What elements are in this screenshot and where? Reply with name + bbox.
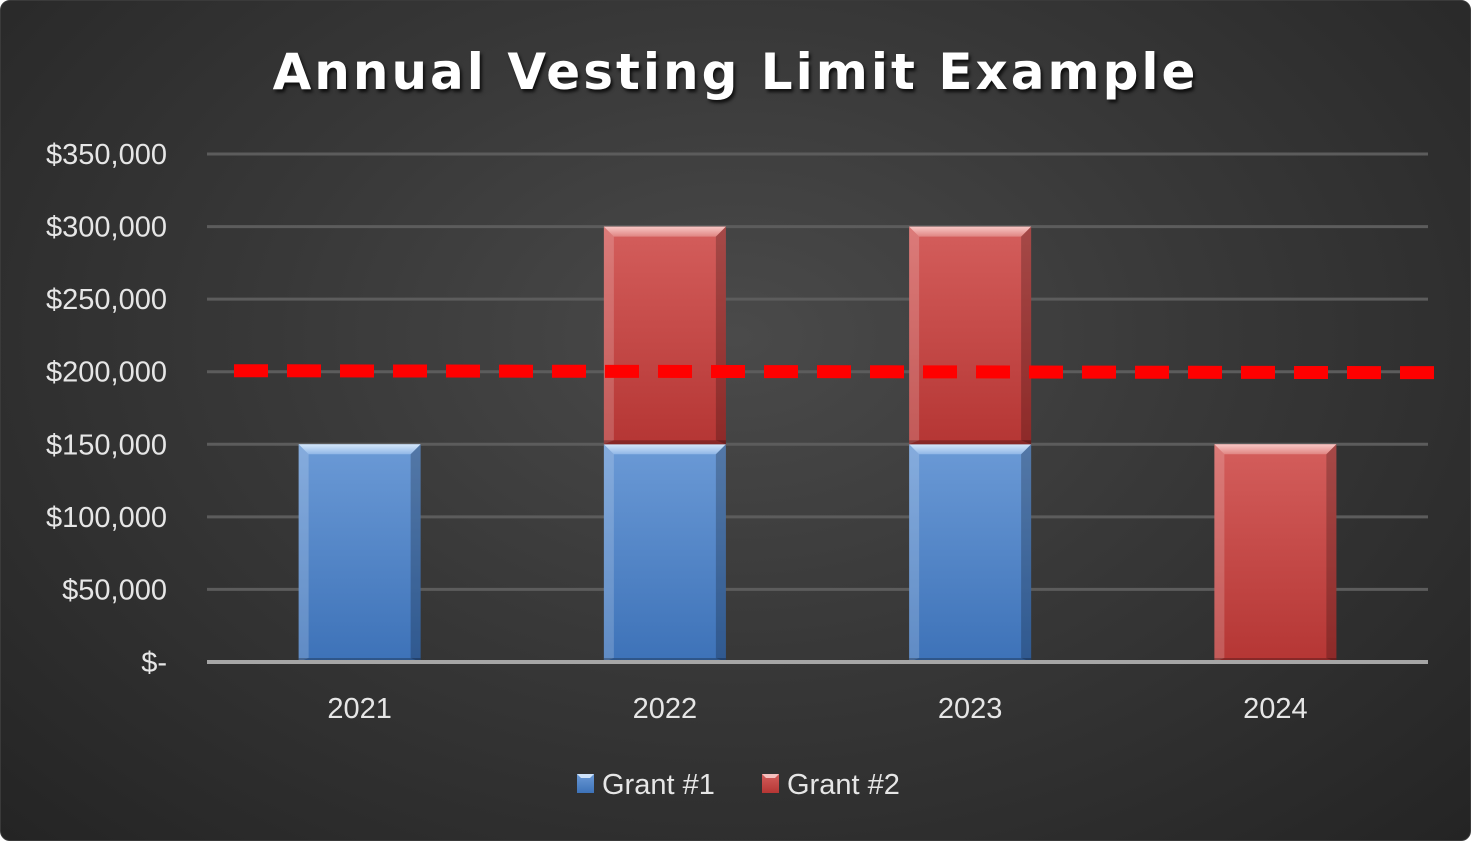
- x-tick-label: 2024: [1243, 693, 1308, 725]
- legend-item-grant-1: Grant #1: [577, 769, 715, 801]
- y-tick-label: $50,000: [62, 574, 167, 606]
- x-tick-label: 2021: [327, 693, 392, 725]
- bar-grant-2-2024: [1214, 444, 1337, 662]
- y-tick-label: $100,000: [46, 502, 167, 534]
- x-tick-label: 2022: [633, 693, 698, 725]
- y-tick-label: $150,000: [46, 429, 167, 461]
- bar-grant-1-2023: [909, 444, 1032, 662]
- vesting-limit-line: [233, 364, 1454, 380]
- legend-swatch: [762, 774, 779, 793]
- legend-item-grant-2: Grant #2: [762, 769, 900, 801]
- bar-grant-1-2022: [603, 444, 726, 662]
- legend-swatch: [577, 774, 594, 793]
- y-tick-label: $250,000: [46, 284, 167, 316]
- y-tick-label: $350,000: [46, 139, 167, 171]
- bar-grant-1-2021: [298, 444, 421, 662]
- y-tick-label: $-: [141, 647, 167, 679]
- chart-title: Annual Vesting Limit Example: [272, 43, 1199, 101]
- x-tick-label: 2023: [938, 693, 1003, 725]
- bar-grant-2-2023: [909, 226, 1032, 445]
- legend-label: Grant #1: [602, 769, 715, 801]
- y-tick-label: $300,000: [46, 212, 167, 244]
- y-tick-label: $200,000: [46, 357, 167, 389]
- legend-label: Grant #2: [787, 769, 900, 801]
- bar-grant-2-2022: [603, 226, 726, 445]
